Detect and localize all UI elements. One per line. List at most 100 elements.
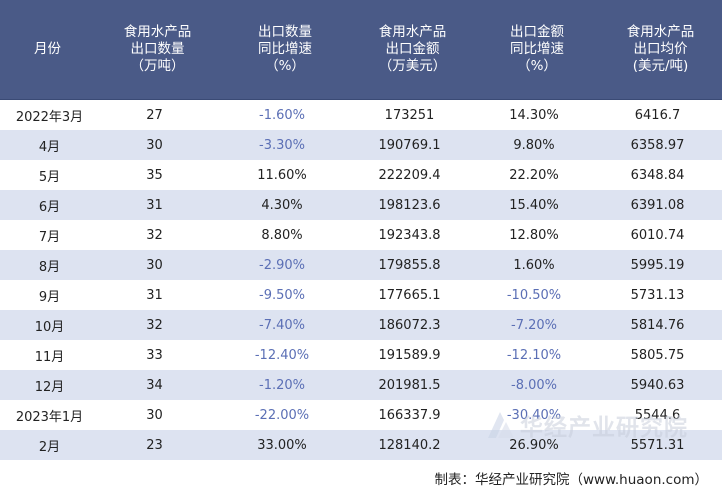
- cell-price: 6391.08: [599, 190, 722, 220]
- header-line: 出口金额: [510, 24, 564, 40]
- cell-amount: 128140.2: [350, 430, 475, 460]
- cell-month: 10月: [0, 310, 95, 340]
- cell-quantity-yoy: -12.40%: [220, 340, 350, 370]
- cell-month: 2022年3月: [0, 99, 95, 130]
- header-line: （%）: [265, 58, 305, 74]
- cell-amount: 191589.9: [350, 340, 475, 370]
- cell-amount-yoy: 26.90%: [475, 430, 599, 460]
- table-row: 11月 33 -12.40% 191589.9 -12.10% 5805.75: [0, 340, 722, 370]
- cell-quantity: 27: [95, 99, 220, 130]
- header-line: 食用水产品: [626, 24, 695, 40]
- cell-amount-yoy: 9.80%: [475, 130, 599, 160]
- header-line: 出口数量: [130, 41, 185, 57]
- cell-amount-yoy: 14.30%: [475, 99, 599, 130]
- header-month: 月份: [0, 0, 95, 100]
- cell-quantity: 30: [95, 400, 220, 430]
- cell-quantity-yoy: -7.40%: [220, 310, 350, 340]
- cell-quantity-yoy: -22.00%: [220, 400, 350, 430]
- table-row: 6月 31 4.30% 198123.6 15.40% 6391.08: [0, 190, 722, 220]
- cell-quantity: 32: [95, 220, 220, 250]
- cell-quantity-yoy: -1.20%: [220, 370, 350, 400]
- cell-month: 11月: [0, 340, 95, 370]
- header-month-line: 月份: [34, 41, 61, 57]
- cell-amount-yoy: -7.20%: [475, 310, 599, 340]
- footer: 制表：华经产业研究院（www.huaon.com）: [0, 461, 722, 492]
- header-export-amount: 食用水产品 出口金额 （万美元）: [350, 0, 475, 100]
- cell-quantity: 33: [95, 340, 220, 370]
- table-row: 2022年3月 27 -1.60% 173251 14.30% 6416.7: [0, 99, 722, 130]
- export-data-table: 月份 食用水产品 出口数量 （万吨） 出口数量 同比增速 （%） 食用水产品 出…: [0, 0, 722, 460]
- cell-amount: 201981.5: [350, 370, 475, 400]
- cell-price: 6358.97: [599, 130, 722, 160]
- cell-price: 5571.31: [599, 430, 722, 460]
- table-row: 12月 34 -1.20% 201981.5 -8.00% 5940.63: [0, 370, 722, 400]
- table-row: 10月 32 -7.40% 186072.3 -7.20% 5814.76: [0, 310, 722, 340]
- cell-amount: 166337.9: [350, 400, 475, 430]
- cell-price: 5940.63: [599, 370, 722, 400]
- cell-month: 2023年1月: [0, 400, 95, 430]
- cell-quantity-yoy: 11.60%: [220, 160, 350, 190]
- cell-amount: 222209.4: [350, 160, 475, 190]
- header-line: （万美元）: [378, 58, 447, 74]
- header-line: 出口数量: [258, 24, 312, 40]
- header-line: (美元/吨): [632, 58, 689, 74]
- cell-quantity-yoy: -9.50%: [220, 280, 350, 310]
- cell-quantity: 34: [95, 370, 220, 400]
- cell-amount-yoy: -8.00%: [475, 370, 599, 400]
- cell-quantity-yoy: -2.90%: [220, 250, 350, 280]
- cell-price: 5814.76: [599, 310, 722, 340]
- cell-quantity-yoy: 8.80%: [220, 220, 350, 250]
- cell-amount-yoy: -12.10%: [475, 340, 599, 370]
- cell-amount-yoy: 1.60%: [475, 250, 599, 280]
- table-row: 5月 35 11.60% 222209.4 22.20% 6348.84: [0, 160, 722, 190]
- cell-quantity: 31: [95, 280, 220, 310]
- table-row: 4月 30 -3.30% 190769.1 9.80% 6358.97: [0, 130, 722, 160]
- cell-price: 5731.13: [599, 280, 722, 310]
- cell-month: 2月: [0, 430, 95, 460]
- cell-amount: 190769.1: [350, 130, 475, 160]
- table-row: 2月 23 33.00% 128140.2 26.90% 5571.31: [0, 430, 722, 460]
- cell-month: 4月: [0, 130, 95, 160]
- cell-amount-yoy: -10.50%: [475, 280, 599, 310]
- cell-quantity: 31: [95, 190, 220, 220]
- table-body: 2022年3月 27 -1.60% 173251 14.30% 6416.7 4…: [0, 99, 722, 460]
- cell-month: 5月: [0, 160, 95, 190]
- cell-amount-yoy: 15.40%: [475, 190, 599, 220]
- cell-amount: 198123.6: [350, 190, 475, 220]
- cell-month: 6月: [0, 190, 95, 220]
- header-line: 同比增速: [510, 41, 564, 57]
- table-row: 2023年1月 30 -22.00% 166337.9 -30.40% 5544…: [0, 400, 722, 430]
- header-quantity-yoy: 出口数量 同比增速 （%）: [220, 0, 350, 100]
- cell-amount: 179855.8: [350, 250, 475, 280]
- header-line: 出口均价: [633, 41, 688, 57]
- cell-quantity: 32: [95, 310, 220, 340]
- cell-amount-yoy: 12.80%: [475, 220, 599, 250]
- table-row: 9月 31 -9.50% 177665.1 -10.50% 5731.13: [0, 280, 722, 310]
- cell-quantity-yoy: -3.30%: [220, 130, 350, 160]
- cell-quantity: 30: [95, 250, 220, 280]
- cell-amount-yoy: -30.40%: [475, 400, 599, 430]
- cell-amount-yoy: 22.20%: [475, 160, 599, 190]
- cell-quantity-yoy: 4.30%: [220, 190, 350, 220]
- source-credit: 制表：华经产业研究院（www.huaon.com）: [434, 472, 709, 488]
- cell-month: 7月: [0, 220, 95, 250]
- table-row: 8月 30 -2.90% 179855.8 1.60% 5995.19: [0, 250, 722, 280]
- cell-price: 6010.74: [599, 220, 722, 250]
- cell-month: 12月: [0, 370, 95, 400]
- header-line: 同比增速: [258, 41, 312, 57]
- table-header-row: 月份 食用水产品 出口数量 （万吨） 出口数量 同比增速 （%） 食用水产品 出…: [0, 0, 722, 100]
- header-export-quantity: 食用水产品 出口数量 （万吨）: [95, 0, 220, 100]
- header-line: （万吨）: [130, 58, 185, 74]
- cell-amount: 173251: [350, 99, 475, 130]
- cell-month: 9月: [0, 280, 95, 310]
- cell-amount: 177665.1: [350, 280, 475, 310]
- header-line: （%）: [517, 58, 557, 74]
- cell-price: 6416.7: [599, 99, 722, 130]
- cell-quantity-yoy: 33.00%: [220, 430, 350, 460]
- cell-amount: 192343.8: [350, 220, 475, 250]
- table-row: 7月 32 8.80% 192343.8 12.80% 6010.74: [0, 220, 722, 250]
- cell-quantity: 23: [95, 430, 220, 460]
- cell-quantity: 30: [95, 130, 220, 160]
- cell-month: 8月: [0, 250, 95, 280]
